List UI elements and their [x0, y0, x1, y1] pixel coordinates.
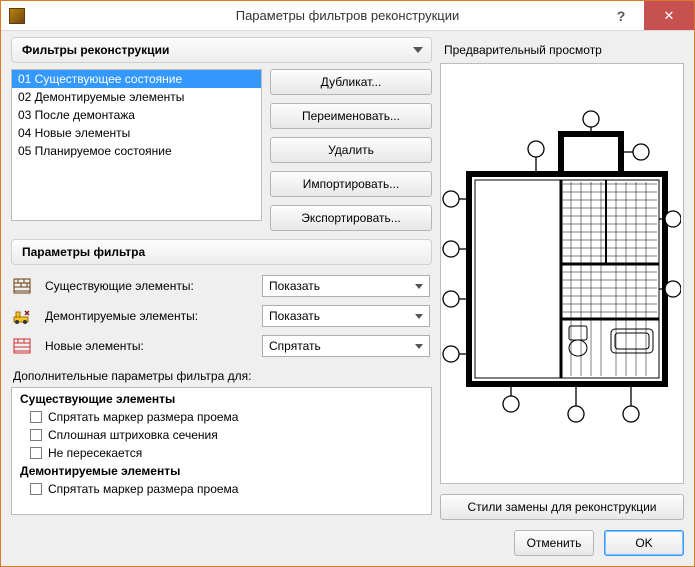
close-button[interactable]: ✕ [644, 1, 694, 30]
ok-button[interactable]: OK [604, 530, 684, 556]
preview-pane [440, 63, 684, 484]
extra-params-list[interactable]: Существующие элементы Спрятать маркер ра… [11, 387, 432, 515]
help-button[interactable]: ? [598, 1, 644, 30]
extra-params-label: Дополнительные параметры фильтра для: [13, 369, 430, 383]
filter-buttons: Дубликат... Переименовать... Удалить Имп… [270, 69, 432, 231]
dialog-body: Фильтры реконструкции 01 Существующее со… [1, 31, 694, 566]
filter-item[interactable]: 03 После демонтажа [12, 106, 261, 124]
filter-item[interactable]: 01 Существующее состояние [12, 70, 261, 88]
params-section-title: Параметры фильтра [22, 245, 145, 259]
existing-select[interactable]: Показать [262, 275, 430, 297]
titlebar: Параметры фильтров реконструкции ? ✕ [1, 1, 694, 31]
filters-row: 01 Существующее состояние 02 Демонтируем… [11, 69, 432, 231]
extra-option-label: Сплошная штриховка сечения [48, 428, 218, 442]
filter-list[interactable]: 01 Существующее состояние 02 Демонтируем… [11, 69, 262, 221]
right-column: Предварительный просмотр [440, 37, 684, 520]
params-section-header: Параметры фильтра [11, 239, 432, 265]
existing-label: Существующие элементы: [45, 279, 254, 293]
demolish-icon [13, 308, 31, 324]
checkbox[interactable] [30, 411, 42, 423]
app-icon [9, 8, 25, 24]
extra-option-label: Спрятать маркер размера проема [48, 482, 238, 496]
cancel-button[interactable]: Отменить [514, 530, 594, 556]
export-button[interactable]: Экспортировать... [270, 205, 432, 231]
checkbox[interactable] [30, 483, 42, 495]
existing-value: Показать [269, 279, 320, 293]
floorplan-preview [441, 64, 681, 464]
extra-option[interactable]: Сплошная штриховка сечения [12, 426, 431, 444]
chevron-down-icon [415, 314, 423, 319]
extra-option[interactable]: Спрятать маркер размера проема [12, 480, 431, 498]
left-column: Фильтры реконструкции 01 Существующее со… [11, 37, 432, 520]
extra-option-label: Не пересекается [48, 446, 142, 460]
dialog-footer: Отменить OK [11, 520, 684, 556]
filters-section-title: Фильтры реконструкции [22, 43, 169, 57]
filter-item[interactable]: 04 Новые элементы [12, 124, 261, 142]
params-grid: Существующие элементы: Показать [13, 275, 430, 357]
window-controls: ? ✕ [598, 1, 694, 30]
filters-section-header[interactable]: Фильтры реконструкции [11, 37, 432, 63]
chevron-down-icon [415, 344, 423, 349]
extra-option-label: Спрятать маркер размера проема [48, 410, 238, 424]
new-icon [13, 338, 31, 354]
new-value: Спрятать [269, 339, 321, 353]
demolish-select[interactable]: Показать [262, 305, 430, 327]
new-label: Новые элементы: [45, 339, 254, 353]
extra-group: Существующие элементы [12, 390, 431, 408]
replacement-styles-button[interactable]: Стили замены для реконструкции [440, 494, 684, 520]
extra-group: Демонтируемые элементы [12, 462, 431, 480]
chevron-down-icon [415, 284, 423, 289]
top-area: Фильтры реконструкции 01 Существующее со… [11, 37, 684, 520]
existing-icon [13, 278, 31, 294]
new-select[interactable]: Спрятать [262, 335, 430, 357]
duplicate-button[interactable]: Дубликат... [270, 69, 432, 95]
preview-label: Предварительный просмотр [444, 43, 684, 57]
checkbox[interactable] [30, 429, 42, 441]
rename-button[interactable]: Переименовать... [270, 103, 432, 129]
extra-option[interactable]: Спрятать маркер размера проема [12, 408, 431, 426]
window-title: Параметры фильтров реконструкции [1, 8, 694, 23]
demolish-value: Показать [269, 309, 320, 323]
filter-item[interactable]: 05 Планируемое состояние [12, 142, 261, 160]
delete-button[interactable]: Удалить [270, 137, 432, 163]
filter-item[interactable]: 02 Демонтируемые элементы [12, 88, 261, 106]
dialog-window: Параметры фильтров реконструкции ? ✕ Фил… [0, 0, 695, 567]
checkbox[interactable] [30, 447, 42, 459]
demolish-label: Демонтируемые элементы: [45, 309, 254, 323]
import-button[interactable]: Импортировать... [270, 171, 432, 197]
extra-option[interactable]: Не пересекается [12, 444, 431, 462]
